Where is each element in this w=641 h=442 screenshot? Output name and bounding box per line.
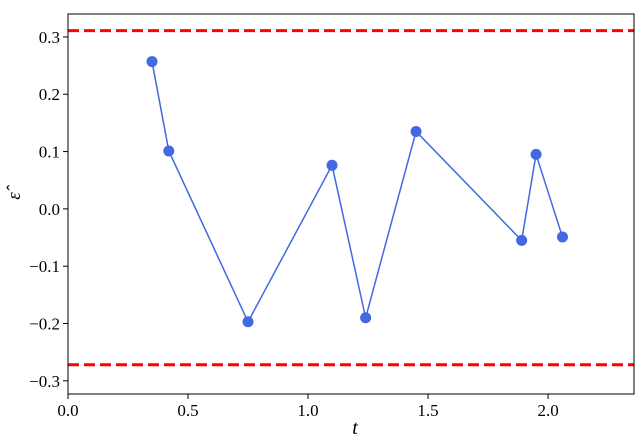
y-tick-label: 0.1 bbox=[39, 143, 60, 162]
y-tick-label: 0.3 bbox=[39, 28, 60, 47]
x-tick-label: 0.0 bbox=[57, 401, 78, 420]
data-point bbox=[410, 125, 422, 137]
data-point bbox=[360, 312, 372, 324]
x-tick-label: 1.0 bbox=[297, 401, 318, 420]
y-tick-label: −0.2 bbox=[29, 315, 60, 334]
data-point bbox=[326, 159, 338, 171]
data-point bbox=[163, 145, 175, 157]
plot-frame bbox=[67, 13, 635, 395]
y-axis-label: ε̂ bbox=[4, 184, 25, 199]
x-axis-label: t bbox=[352, 417, 358, 439]
x-tick-label: 2.0 bbox=[537, 401, 558, 420]
data-point bbox=[146, 56, 158, 68]
y-tick-label: −0.3 bbox=[29, 372, 60, 391]
y-tick-label: 0.2 bbox=[39, 85, 60, 104]
y-tick-label: 0.0 bbox=[39, 200, 60, 219]
y-tick-label: −0.1 bbox=[29, 257, 60, 276]
data-point bbox=[530, 148, 542, 160]
x-tick-label: 1.5 bbox=[417, 401, 438, 420]
x-tick-label: 0.5 bbox=[177, 401, 198, 420]
data-point bbox=[242, 316, 254, 328]
series-line bbox=[151, 61, 564, 324]
data-point bbox=[556, 231, 568, 243]
data-point bbox=[516, 234, 528, 246]
